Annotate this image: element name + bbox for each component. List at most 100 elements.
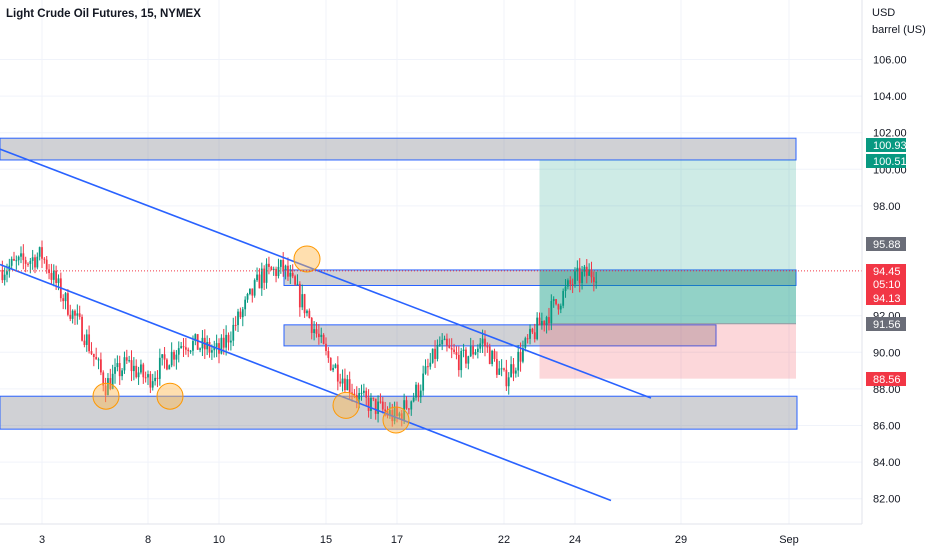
- time-tick-label: 15: [320, 534, 332, 546]
- candle-body: [422, 373, 425, 391]
- candle-body: [234, 324, 237, 326]
- pivot-markers[interactable]: [92, 245, 410, 434]
- trend-line[interactable]: [0, 148, 652, 399]
- candle-body: [291, 272, 294, 277]
- candle-body: [265, 263, 268, 283]
- candle-body: [137, 372, 140, 378]
- candle-body: [74, 310, 76, 316]
- candle-body: [168, 365, 171, 370]
- candle-body: [474, 352, 477, 355]
- candle-body: [294, 276, 296, 285]
- candle-body: [45, 259, 48, 270]
- candle-body: [317, 333, 320, 338]
- candle-body: [282, 260, 285, 271]
- stop-loss-zone[interactable]: [539, 323, 797, 379]
- candle-body: [505, 369, 508, 387]
- candle-body: [365, 390, 368, 398]
- candle-body: [166, 359, 168, 370]
- support-resistance-zone[interactable]: [0, 395, 798, 430]
- candle-body: [1, 269, 4, 281]
- candle-body: [90, 351, 93, 354]
- candle-body: [562, 290, 565, 306]
- candle-body: [43, 258, 46, 260]
- profit-zone[interactable]: [539, 159, 797, 324]
- time-tick-label: 29: [675, 534, 687, 546]
- candle-body: [154, 377, 156, 382]
- candle-body: [270, 266, 273, 271]
- candle-body: [517, 351, 520, 371]
- price-axis-ticks[interactable]: 106.00104.00102.00100.0098.0092.0090.008…: [873, 55, 907, 506]
- candle-body: [111, 373, 114, 389]
- candle-body: [142, 364, 145, 378]
- candle-body: [244, 299, 247, 310]
- trend-line[interactable]: [0, 263, 612, 502]
- trend-lines[interactable]: [0, 148, 652, 502]
- candle-body: [536, 317, 539, 340]
- support-resistance-zone[interactable]: [283, 269, 797, 287]
- candle-body: [17, 256, 20, 261]
- pivot-circle[interactable]: [92, 382, 120, 410]
- price-tick-label: 82.00: [873, 494, 901, 506]
- candle-body: [22, 253, 25, 261]
- candle-body: [460, 350, 463, 371]
- candle-body: [512, 364, 515, 374]
- candle-body: [438, 344, 441, 346]
- candle-body: [583, 266, 586, 272]
- price-tick-label: 102.00: [873, 128, 907, 140]
- candle-body: [374, 398, 377, 414]
- candle-body: [358, 393, 361, 400]
- candle-body: [419, 390, 422, 398]
- candle-body: [118, 363, 121, 377]
- candle-body: [351, 392, 353, 394]
- candle-body: [457, 354, 460, 371]
- candle-body: [529, 328, 531, 339]
- candle-body: [585, 266, 588, 276]
- candle-body: [543, 320, 546, 326]
- candle-body: [588, 269, 591, 276]
- candle-body: [446, 338, 448, 346]
- candle-body: [69, 314, 72, 319]
- horizontal-zones[interactable]: [0, 137, 798, 430]
- support-resistance-zone[interactable]: [283, 324, 717, 347]
- candle-body: [206, 342, 209, 350]
- candle-body: [163, 354, 166, 360]
- long-position-tool[interactable]: [539, 159, 797, 379]
- candle-body: [353, 393, 356, 396]
- candle-body: [429, 362, 432, 367]
- candle-body: [277, 266, 280, 277]
- support-resistance-zone[interactable]: [0, 137, 797, 161]
- candle-body: [241, 309, 244, 318]
- candle-body: [526, 338, 529, 340]
- candle-body: [83, 340, 86, 345]
- candle-body: [313, 329, 316, 334]
- candle-body: [158, 357, 161, 379]
- candle-body: [322, 334, 325, 344]
- candle-body: [498, 368, 501, 375]
- price-tick-label: 86.00: [873, 421, 901, 433]
- candle-body: [296, 283, 299, 285]
- candle-body: [384, 409, 387, 412]
- candle-body: [268, 263, 270, 267]
- time-tick-label: Sep: [779, 534, 799, 546]
- candle-body: [367, 397, 370, 411]
- candle-body: [315, 329, 318, 334]
- candle-body: [229, 340, 232, 343]
- candle-body: [372, 397, 375, 399]
- candle-body: [431, 348, 434, 363]
- candlesticks[interactable]: [1, 240, 598, 427]
- candle-body: [192, 341, 194, 351]
- pivot-circle[interactable]: [156, 382, 184, 410]
- candle-body: [85, 334, 88, 345]
- candle-body: [400, 413, 403, 421]
- chart-title: Light Crude Oil Futures, 15, NYMEX: [6, 8, 201, 20]
- candle-body: [443, 338, 446, 340]
- candle-body: [215, 343, 218, 348]
- candle-body: [222, 337, 225, 348]
- time-tick-label: 22: [498, 534, 510, 546]
- pivot-circle[interactable]: [332, 391, 360, 419]
- price-badge-label: 95.88: [873, 239, 901, 251]
- pivot-circle[interactable]: [293, 245, 321, 273]
- pivot-circle[interactable]: [382, 406, 410, 434]
- time-axis-ticks[interactable]: 3 8 10 15 17 22 24 29 Sep: [39, 534, 799, 546]
